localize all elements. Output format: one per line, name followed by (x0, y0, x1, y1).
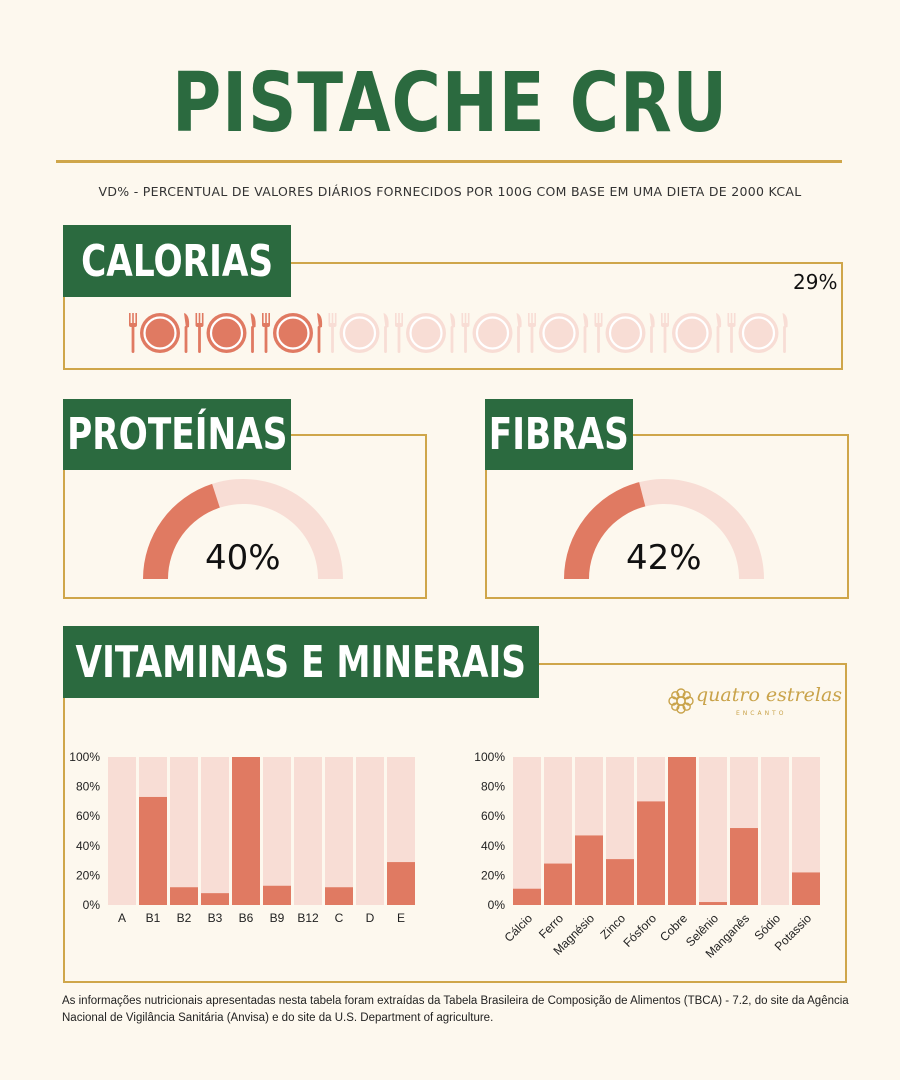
vitamin-xtick: B3 (208, 911, 223, 925)
vitamin-bar (232, 757, 260, 905)
fibras-gauge (564, 479, 764, 579)
mineral-xtick: Cálcio (502, 911, 536, 945)
plate-fork-knife-icon (129, 313, 190, 353)
vitamins-chart: 0% 20% 40% 60% 80% 100% A B1 B2 B3 B6 B9 B12 C D E (69, 750, 415, 925)
mineral-bar (699, 902, 727, 905)
mineral-bar (668, 757, 696, 905)
mineral-bar (544, 863, 572, 905)
proteinas-gauge (143, 479, 343, 579)
vitamin-ytick: 100% (69, 750, 100, 764)
mineral-ytick: 100% (474, 750, 505, 764)
mineral-bar-bg (761, 757, 789, 905)
vitamin-xtick: C (335, 911, 344, 925)
flower-emblem-icon (668, 688, 694, 714)
vitamin-bar-bg (325, 757, 353, 905)
plate-fork-knife-icon (328, 313, 389, 353)
page-title: PISTACHE CRU (172, 56, 728, 151)
mineral-xtick: Fósforo (620, 911, 659, 950)
mineral-bar-bg (699, 757, 727, 905)
calorias-icon-row (129, 313, 788, 353)
vitamin-xtick: B2 (177, 911, 192, 925)
vitamin-xtick: B6 (239, 911, 254, 925)
vitamin-bar-bg (263, 757, 291, 905)
title-divider (56, 160, 842, 163)
vitamin-bar (325, 887, 353, 905)
calorias-label: CALORIAS (80, 235, 274, 287)
mineral-ytick: 60% (481, 809, 505, 823)
vitamin-xtick: D (366, 911, 375, 925)
mineral-ytick: 40% (481, 839, 505, 853)
plate-fork-knife-icon (395, 313, 456, 353)
plate-fork-knife-icon (195, 313, 256, 353)
vitamin-ytick: 20% (76, 868, 100, 882)
vitamin-xtick: B9 (270, 911, 285, 925)
vitamin-bar-bg (356, 757, 384, 905)
mineral-bar (575, 835, 603, 905)
mineral-bar (637, 801, 665, 905)
fibras-gauge-fill (564, 482, 646, 579)
fibras-tag: FIBRAS (485, 399, 633, 470)
vitamin-bar (201, 893, 229, 905)
fibras-panel (485, 434, 849, 599)
plate-fork-knife-icon (727, 313, 788, 353)
vitamin-bar (139, 796, 167, 905)
vitaminas-label: VITAMINAS E MINERAIS (75, 636, 527, 688)
fibras-label: FIBRAS (488, 409, 630, 460)
vitamin-xtick: B12 (297, 911, 319, 925)
vitamin-bar-bg (294, 757, 322, 905)
mineral-bar (792, 872, 820, 905)
vitamin-xtick: A (118, 911, 126, 925)
plate-fork-knife-icon (262, 313, 323, 353)
vitamin-bar (170, 887, 198, 905)
plate-fork-knife-icon (528, 313, 589, 353)
mineral-bar (513, 888, 541, 905)
fibras-value: 42% (626, 538, 702, 578)
calorias-panel (63, 262, 843, 370)
plate-fork-knife-icon (661, 313, 722, 353)
mineral-bar-bg (513, 757, 541, 905)
vitamin-bar-bg (170, 757, 198, 905)
proteinas-gauge-track (212, 479, 343, 579)
logo-text: quatro estrelas (696, 684, 843, 706)
mineral-ytick: 0% (488, 898, 506, 912)
vitamin-xtick: B1 (146, 911, 161, 925)
mineral-bar (606, 859, 634, 905)
plate-fork-knife-icon (461, 313, 522, 353)
vitamin-ytick: 80% (76, 780, 100, 794)
vitamin-bar (263, 885, 291, 905)
subtitle: VD% - PERCENTUAL DE VALORES DIÁRIOS FORN… (98, 184, 802, 199)
brand-logo: quatro estrelas ENCANTO (666, 684, 842, 722)
proteinas-tag: PROTEÍNAS (63, 399, 291, 470)
calorias-value: 29% (793, 270, 838, 294)
vitamin-ytick: 40% (76, 839, 100, 853)
proteinas-value: 40% (205, 538, 281, 578)
source-footnote: As informações nutricionais apresentadas… (62, 995, 849, 1024)
mineral-bar (730, 828, 758, 905)
logo-subtext: ENCANTO (736, 710, 787, 717)
proteinas-label: PROTEÍNAS (66, 409, 288, 460)
calorias-tag: CALORIAS (63, 225, 291, 297)
fibras-gauge-track (639, 479, 764, 579)
vitamin-ytick: 60% (76, 809, 100, 823)
proteinas-gauge-fill (143, 483, 220, 579)
vitamin-ytick: 0% (83, 898, 101, 912)
vitamin-bar-bg (201, 757, 229, 905)
plate-fork-knife-icon (594, 313, 655, 353)
mineral-ytick: 80% (481, 780, 505, 794)
mineral-ytick: 20% (481, 868, 505, 882)
vitamin-xtick: E (397, 911, 405, 925)
vitamin-bar-bg (108, 757, 136, 905)
vitaminas-tag: VITAMINAS E MINERAIS (63, 626, 539, 698)
vitamin-bar (387, 862, 415, 905)
